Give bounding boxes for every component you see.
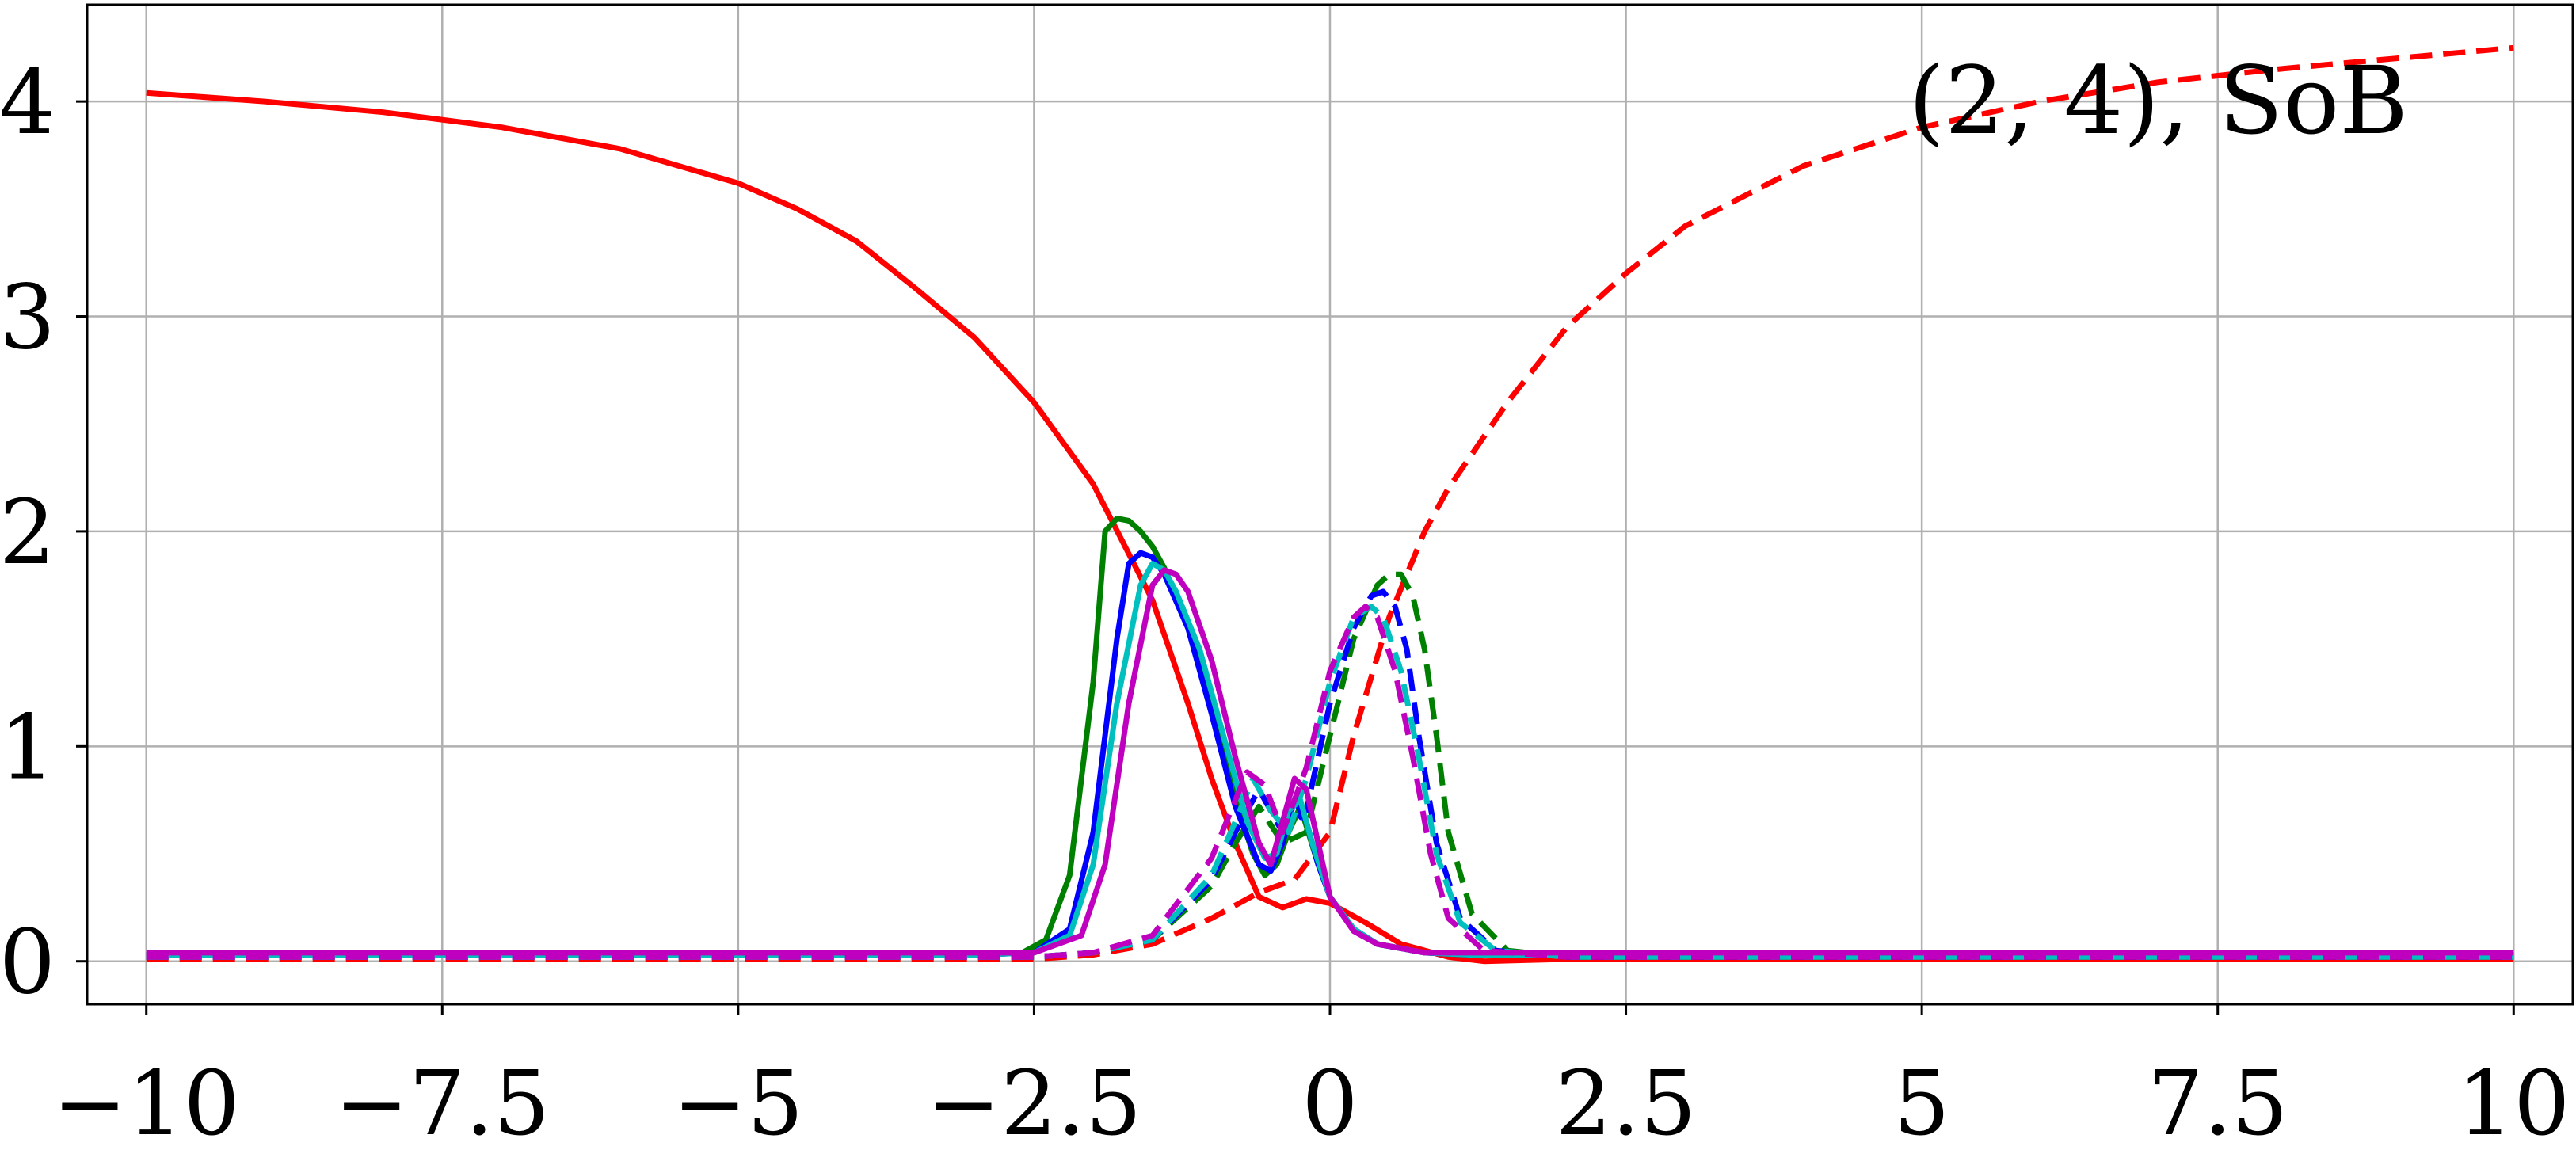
y-tick-label: 0 <box>0 912 55 1015</box>
x-tick-label: −2.5 <box>926 1053 1141 1150</box>
x-tick-label: −5 <box>673 1053 803 1150</box>
x-tick-label: −10 <box>53 1053 240 1150</box>
x-tick-label: 7.5 <box>2147 1053 2288 1150</box>
chart-annotation: (2, 4), SoB <box>1908 46 2408 155</box>
x-tick-label: 2.5 <box>1556 1053 1697 1150</box>
y-tick-labels: 0 1 2 3 4 <box>0 51 55 1015</box>
y-tick-label: 4 <box>0 51 55 154</box>
y-tick-label: 3 <box>0 267 55 370</box>
x-tick-label: 5 <box>1894 1053 1950 1150</box>
series-line-4 <box>146 571 2514 960</box>
x-tick-label: 0 <box>1301 1053 1358 1150</box>
y-tick-label: 2 <box>0 482 55 585</box>
x-tick-label: 10 <box>2457 1053 2570 1150</box>
series-group <box>146 44 2514 965</box>
series-line-10 <box>146 604 2514 960</box>
x-tick-label: −7.5 <box>334 1053 550 1150</box>
y-tick-label: 1 <box>0 696 55 799</box>
series-line-9 <box>146 567 2514 956</box>
tick-marks <box>76 100 2515 1015</box>
x-tick-labels: −10 −7.5 −5 −2.5 0 2.5 5 7.5 10 <box>53 1053 2570 1150</box>
series-line-1 <box>146 89 2514 965</box>
